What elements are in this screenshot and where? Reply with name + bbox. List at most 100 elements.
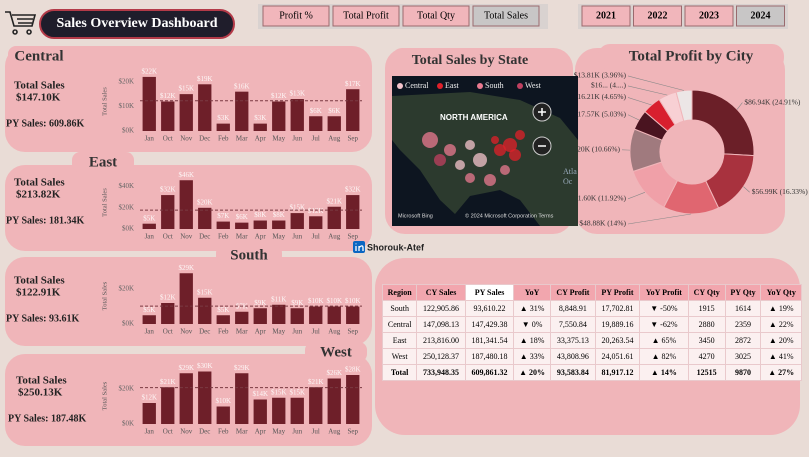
column-header: YoY Profit — [638, 284, 689, 301]
map-bubble — [473, 153, 487, 167]
kpi-label: Total Sales — [14, 275, 65, 287]
bar — [346, 306, 360, 324]
leader-line — [627, 213, 692, 225]
measure-button[interactable] — [402, 5, 470, 27]
leader-line — [627, 192, 646, 200]
x-tick-label: Dec — [199, 135, 210, 143]
measure-button[interactable] — [332, 5, 400, 27]
measure-button[interactable] — [472, 5, 540, 27]
x-tick-label: Aug — [328, 233, 341, 241]
region-title: South — [230, 247, 268, 263]
region-title: Central — [14, 48, 63, 64]
x-tick-label: Aug — [328, 135, 341, 143]
slice-label: $48.88K (14%) — [579, 219, 626, 228]
year-button[interactable] — [684, 5, 734, 27]
x-tick-label: Jan — [145, 135, 155, 143]
bar — [216, 315, 230, 324]
year-label[interactable]: 2022 — [648, 10, 668, 21]
legend-dot — [437, 83, 443, 89]
bar-value-label: $16K — [234, 82, 250, 90]
measure-label[interactable]: Profit % — [279, 10, 313, 21]
bar — [179, 373, 193, 424]
year-button[interactable] — [581, 5, 631, 27]
bar — [142, 315, 156, 324]
legend-dot — [517, 83, 523, 89]
x-tick-label: Jul — [312, 328, 320, 336]
bar-value-label: $32K — [160, 186, 176, 194]
bar — [346, 89, 360, 131]
table-cell: ▲ 18% — [513, 332, 551, 349]
bar-value-label: $29K — [178, 364, 194, 372]
bar — [235, 373, 249, 424]
column-header: Region — [381, 284, 418, 301]
legend-label: East — [445, 81, 460, 90]
measure-label[interactable]: Total Profit — [343, 10, 389, 21]
x-tick-label: May — [272, 233, 285, 241]
x-tick-label: May — [272, 135, 285, 143]
bar — [253, 308, 267, 324]
title-badge — [39, 9, 235, 39]
bar — [327, 206, 341, 229]
bar — [142, 76, 156, 131]
year-label[interactable]: 2021 — [596, 10, 616, 21]
table-cell: 147,098.13 — [416, 316, 466, 333]
slice-label: $86.94K (24.91%) — [744, 97, 801, 106]
bar — [290, 308, 304, 324]
bar — [216, 406, 230, 424]
table-cell: 609,861.32 — [464, 364, 515, 381]
year-label[interactable]: 2023 — [699, 10, 719, 21]
map-bubble — [465, 173, 475, 183]
bar — [327, 306, 341, 324]
bar — [346, 375, 360, 424]
measure-button[interactable] — [262, 5, 330, 27]
slice-label: $56.99K (16.33%) — [752, 187, 809, 196]
table-cell: 20,263.54 — [594, 332, 640, 349]
bar-value-label: $12K — [141, 394, 157, 402]
x-tick-label: Jan — [145, 328, 155, 336]
table-cell: ▲ 20% — [760, 332, 802, 349]
bar-value-label: $9K — [254, 299, 266, 307]
year-label[interactable]: 2024 — [751, 10, 771, 21]
measure-label[interactable]: Total Sales — [484, 10, 528, 21]
x-tick-label: Sep — [348, 135, 359, 143]
x-tick-label: Feb — [218, 428, 229, 436]
ocean-label: Atla — [563, 167, 577, 176]
column-header: CY Sales — [416, 284, 466, 301]
table-cell: West — [381, 348, 418, 365]
bar-value-label: $13K — [289, 90, 305, 98]
bar — [235, 222, 249, 229]
table-row: East 213,816.00 181,341.54 ▲ 18% 33,375.13 20… — [381, 332, 802, 349]
x-tick-label: Mar — [236, 428, 248, 436]
x-tick-label: Oct — [163, 233, 173, 241]
table-cell: Total — [381, 364, 418, 381]
table-cell: 8,848.91 — [549, 300, 596, 317]
bar — [309, 216, 323, 229]
x-tick-label: Jun — [292, 233, 302, 241]
year-button[interactable] — [736, 5, 785, 27]
table-cell: 187,480.18 — [464, 348, 515, 365]
x-tick-label: Feb — [218, 233, 229, 241]
year-button[interactable] — [633, 5, 682, 27]
bar-value-label: $8K — [254, 211, 266, 219]
slice-label: $37.20K (10.66%) — [564, 145, 621, 154]
donut-slice — [675, 89, 693, 122]
table-row: Central 147,098.13 147,429.38 ▼ 0% 7,550.84 1… — [381, 316, 802, 333]
bar-value-label: $3K — [254, 114, 266, 122]
x-tick-label: Mar — [236, 233, 248, 241]
bar-value-label: $15K — [178, 85, 194, 93]
column-header: YoY — [513, 284, 551, 301]
table-cell: East — [381, 332, 418, 349]
measure-label[interactable]: Total Qty — [417, 10, 455, 21]
map-bubble — [500, 165, 510, 175]
y-tick-label: $40K — [118, 182, 134, 190]
bar — [198, 207, 212, 229]
bar-value-label: $3K — [217, 114, 229, 122]
slice-label: $13.81K (3.96%) — [574, 71, 627, 80]
bar — [290, 397, 304, 424]
x-tick-label: Dec — [199, 328, 210, 336]
x-tick-label: Nov — [180, 135, 193, 143]
zoom-glyph[interactable] — [538, 108, 546, 116]
map-region-label: NORTH AMERICA — [440, 113, 508, 122]
bar — [179, 180, 193, 229]
